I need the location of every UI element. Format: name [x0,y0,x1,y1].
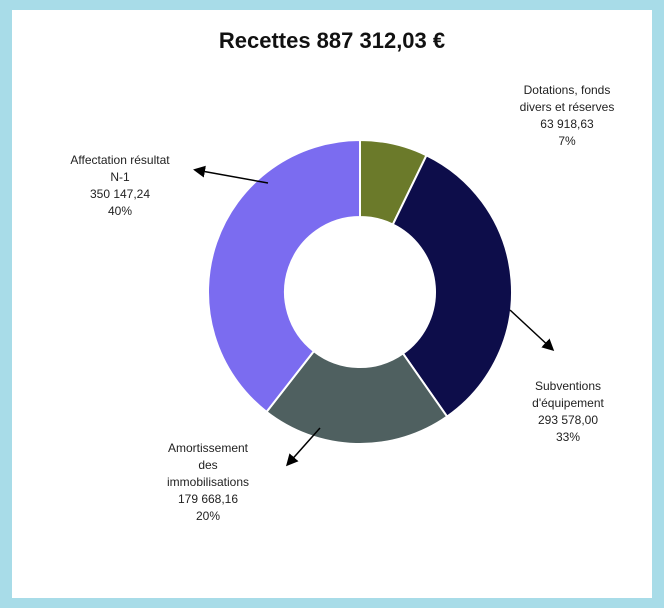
chart-title: Recettes 887 312,03 € [218,28,446,53]
slice-label: Affectation résultat N-1 350 147,24 40% [70,152,170,220]
category-label: Affectation résultat N-1 [70,153,170,184]
donut-slice [391,153,513,418]
arrow [193,165,269,184]
arrow [509,309,555,352]
percentage-label: 20% [195,509,221,523]
slice-label: Amortissement des immobilisations 179 668… [160,440,256,525]
donut-slice [207,138,361,414]
slice-label: Subventions d'équipement 293 578,00 33% [522,378,614,446]
category-label: Dotations, fonds divers et réserves [519,83,615,114]
value-label: 179 668,16 [177,492,239,506]
donut-slice [265,349,449,445]
arrow [286,427,321,467]
value-label: 350 147,24 [89,187,151,201]
value-label: 63 918,63 [540,117,594,131]
slice-label: Dotations, fonds divers et réserves 63 91… [512,82,622,150]
category-label: Subventions d'équipement [532,379,604,410]
percentage-label: 33% [555,430,581,444]
panel [12,10,652,598]
category-label: Amortissement des immobilisations [166,441,250,489]
percentage-label: 40% [107,204,133,218]
percentage-label: 7% [558,134,576,148]
value-label: 293 578,00 [537,413,599,427]
